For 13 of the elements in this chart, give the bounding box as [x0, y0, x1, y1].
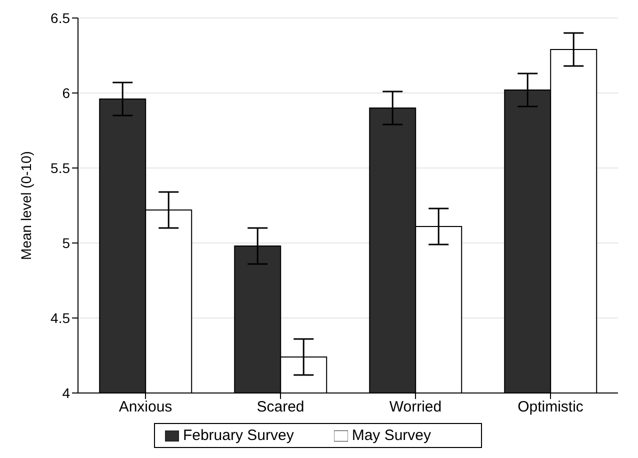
- y-tick-label: 4: [62, 384, 70, 401]
- x-tick-label: Worried: [389, 398, 442, 416]
- y-tick-label: 6: [62, 84, 70, 101]
- y-tick-label: 5.5: [50, 160, 70, 176]
- y-axis-title: Mean level (0-10): [18, 151, 34, 260]
- x-tick-label: Anxious: [118, 398, 172, 416]
- y-tick-label: 4.5: [50, 310, 70, 326]
- x-tick-label: Optimistic: [518, 398, 584, 416]
- x-tick-label: Scared: [256, 398, 304, 416]
- legend-label: May Survey: [352, 427, 432, 444]
- y-tick-label: 6.5: [50, 10, 70, 26]
- y-tick-label: 5: [62, 234, 70, 251]
- legend-label: February Survey: [182, 427, 294, 444]
